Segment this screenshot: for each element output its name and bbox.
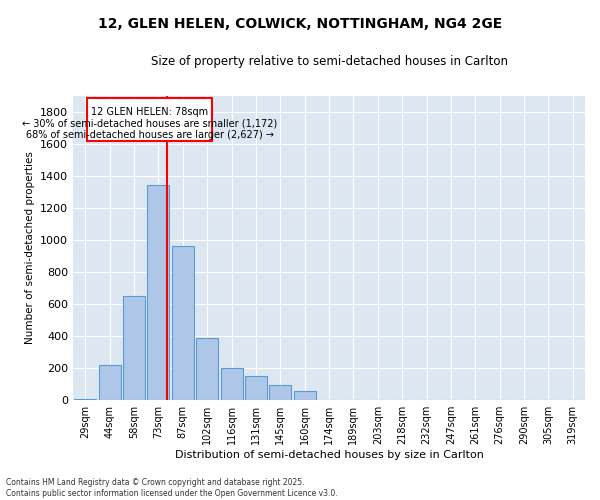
X-axis label: Distribution of semi-detached houses by size in Carlton: Distribution of semi-detached houses by … — [175, 450, 484, 460]
Title: Size of property relative to semi-detached houses in Carlton: Size of property relative to semi-detach… — [151, 55, 508, 68]
Bar — [196, 338, 218, 400]
Bar — [245, 376, 267, 400]
Bar — [98, 365, 121, 400]
Text: ← 30% of semi-detached houses are smaller (1,172): ← 30% of semi-detached houses are smalle… — [22, 119, 277, 129]
Bar — [148, 186, 169, 400]
Bar — [269, 385, 291, 400]
Bar — [172, 246, 194, 400]
Bar — [87, 98, 212, 142]
Bar — [123, 296, 145, 400]
Y-axis label: Number of semi-detached properties: Number of semi-detached properties — [25, 152, 35, 344]
Text: 12 GLEN HELEN: 78sqm: 12 GLEN HELEN: 78sqm — [91, 107, 208, 117]
Bar — [294, 390, 316, 400]
Text: Contains HM Land Registry data © Crown copyright and database right 2025.
Contai: Contains HM Land Registry data © Crown c… — [6, 478, 338, 498]
Bar — [74, 398, 96, 400]
Text: 12, GLEN HELEN, COLWICK, NOTTINGHAM, NG4 2GE: 12, GLEN HELEN, COLWICK, NOTTINGHAM, NG4… — [98, 18, 502, 32]
Text: 68% of semi-detached houses are larger (2,627) →: 68% of semi-detached houses are larger (… — [26, 130, 274, 140]
Bar — [221, 368, 242, 400]
